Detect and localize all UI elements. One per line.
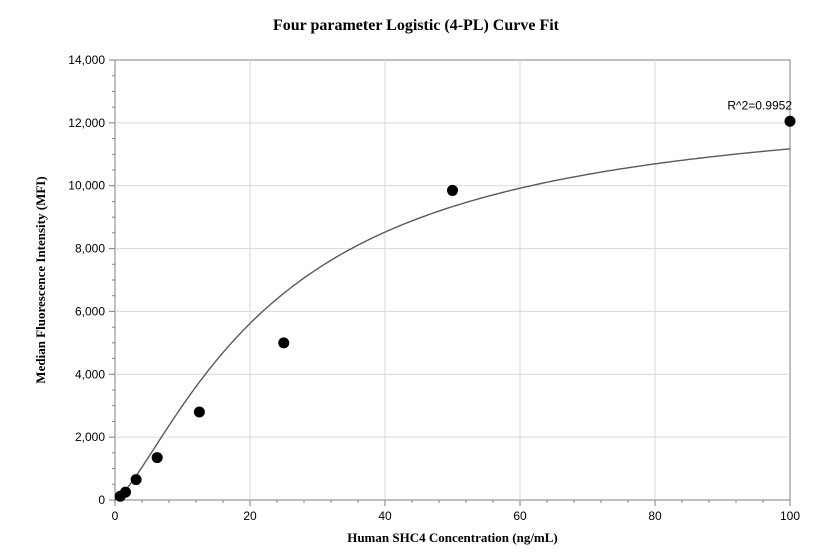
r-squared-annotation: R^2=0.9952 xyxy=(727,98,792,112)
y-tick-label: 14,000 xyxy=(68,53,105,67)
y-tick-label: 2,000 xyxy=(75,430,105,444)
y-tick-label: 4,000 xyxy=(75,367,105,381)
data-point xyxy=(131,474,142,485)
x-tick-label: 20 xyxy=(243,509,257,523)
y-tick-label: 6,000 xyxy=(75,304,105,318)
y-tick-label: 12,000 xyxy=(68,116,105,130)
data-point xyxy=(194,407,205,418)
data-point xyxy=(785,116,796,127)
x-tick-label: 40 xyxy=(378,509,392,523)
x-tick-label: 60 xyxy=(513,509,527,523)
chart-title: Four parameter Logistic (4-PL) Curve Fit xyxy=(273,17,560,34)
data-point xyxy=(152,452,163,463)
y-tick-label: 8,000 xyxy=(75,242,105,256)
data-point xyxy=(447,185,458,196)
data-point xyxy=(120,487,131,498)
y-axis-label: Median Fluorescence Intensity (MFI) xyxy=(33,176,48,383)
x-tick-label: 80 xyxy=(648,509,662,523)
data-point xyxy=(278,337,289,348)
y-tick-label: 0 xyxy=(98,493,105,507)
y-tick-label: 10,000 xyxy=(68,179,105,193)
chart-svg: Four parameter Logistic (4-PL) Curve Fit… xyxy=(0,0,832,560)
chart-container: Four parameter Logistic (4-PL) Curve Fit… xyxy=(0,0,832,560)
x-tick-label: 0 xyxy=(112,509,119,523)
x-tick-label: 100 xyxy=(780,509,800,523)
x-axis-label: Human SHC4 Concentration (ng/mL) xyxy=(347,530,558,545)
chart-background xyxy=(0,0,832,560)
